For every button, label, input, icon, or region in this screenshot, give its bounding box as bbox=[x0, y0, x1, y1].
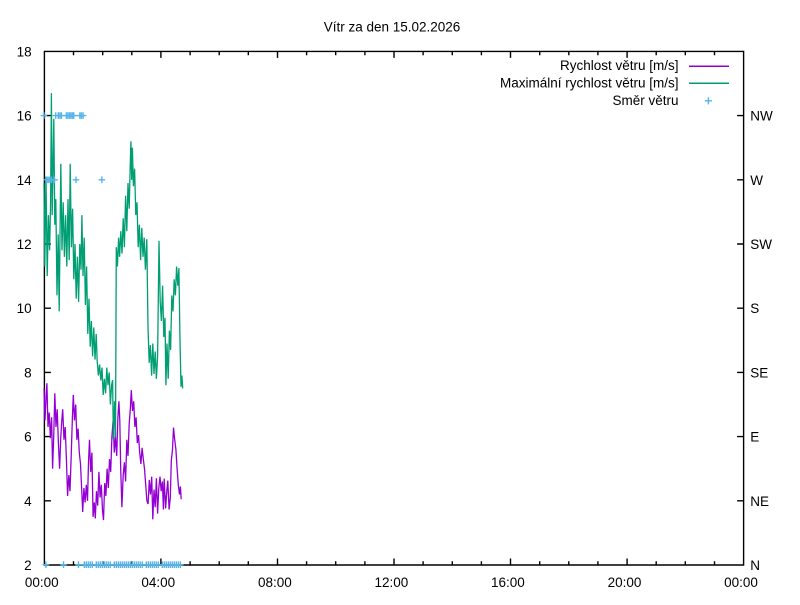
svg-text:12:00: 12:00 bbox=[375, 575, 409, 590]
svg-text:W: W bbox=[750, 173, 763, 188]
svg-text:00:00: 00:00 bbox=[724, 575, 758, 590]
svg-text:N: N bbox=[750, 558, 760, 573]
svg-text:2: 2 bbox=[24, 558, 32, 573]
svg-text:8: 8 bbox=[24, 365, 32, 380]
svg-text:Maximální rychlost větru [m/s]: Maximální rychlost větru [m/s] bbox=[500, 75, 679, 90]
svg-text:18: 18 bbox=[17, 44, 32, 59]
svg-text:04:00: 04:00 bbox=[141, 575, 175, 590]
svg-text:6: 6 bbox=[24, 430, 32, 445]
svg-text:12: 12 bbox=[17, 237, 32, 252]
svg-text:4: 4 bbox=[24, 494, 32, 509]
svg-text:Směr větru: Směr větru bbox=[612, 93, 678, 108]
svg-text:Vítr za den 15.02.2026: Vítr za den 15.02.2026 bbox=[324, 20, 461, 35]
svg-text:NW: NW bbox=[750, 109, 773, 124]
svg-text:14: 14 bbox=[17, 173, 33, 188]
svg-text:SE: SE bbox=[750, 365, 768, 380]
svg-text:NE: NE bbox=[750, 494, 769, 509]
svg-text:00:00: 00:00 bbox=[25, 575, 59, 590]
svg-text:Rychlost větru [m/s]: Rychlost větru [m/s] bbox=[560, 58, 679, 73]
svg-text:E: E bbox=[750, 430, 759, 445]
svg-text:16: 16 bbox=[17, 109, 32, 124]
svg-text:20:00: 20:00 bbox=[608, 575, 642, 590]
svg-text:10: 10 bbox=[17, 301, 32, 316]
svg-text:S: S bbox=[750, 301, 759, 316]
svg-text:16:00: 16:00 bbox=[491, 575, 525, 590]
svg-text:08:00: 08:00 bbox=[258, 575, 292, 590]
svg-text:SW: SW bbox=[750, 237, 772, 252]
